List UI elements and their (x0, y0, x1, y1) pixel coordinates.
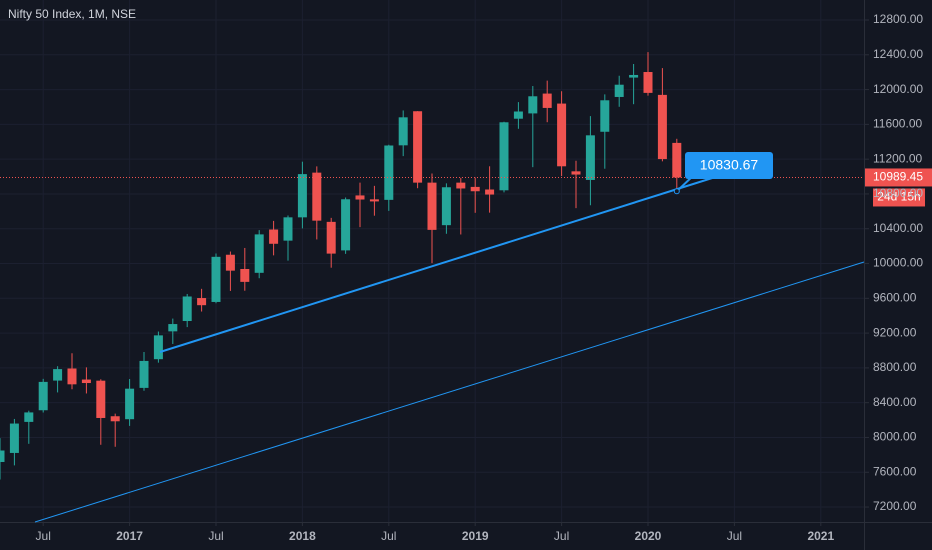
candle-body (139, 360, 149, 388)
candle-body (168, 324, 178, 332)
candles (0, 52, 682, 480)
candle-body (326, 221, 336, 254)
candle-body (355, 195, 365, 200)
candle-body (211, 256, 221, 302)
x-tick-label: Jul (381, 529, 396, 543)
annotation-point (673, 188, 680, 195)
candle-body (96, 380, 106, 418)
y-tick-label: 10000.00 (873, 256, 923, 270)
annotation-label: 10830.67 (700, 157, 759, 173)
y-tick-label: 9200.00 (873, 325, 917, 339)
candle-body (197, 298, 207, 306)
candle-body (413, 111, 423, 183)
candle-body (9, 423, 19, 453)
candle-body (672, 142, 682, 178)
y-tick-label: 10800.00 (873, 186, 923, 200)
x-tick-label: 2017 (116, 529, 143, 543)
candle-body (254, 234, 264, 273)
y-tick-label: 8800.00 (873, 360, 917, 374)
candle-body (485, 189, 495, 195)
trend-line[interactable] (159, 173, 726, 353)
candle-body (427, 182, 437, 230)
countdown-label: 24d 15h (877, 190, 920, 204)
candle-body (456, 182, 466, 189)
y-tick-label: 9600.00 (873, 290, 917, 304)
x-tick-label: 2019 (462, 529, 489, 543)
y-tick-label: 11200.00 (873, 151, 922, 165)
trend-line[interactable] (34, 261, 865, 523)
candle-body (614, 84, 624, 97)
y-tick-label: 8000.00 (873, 430, 917, 444)
y-tick-label: 10400.00 (873, 221, 923, 235)
candle-body (542, 93, 552, 108)
candle-body (600, 100, 610, 132)
candle-body (585, 135, 595, 180)
candle-body (643, 72, 653, 93)
x-tick-label: Jul (554, 529, 569, 543)
countdown-box (873, 188, 925, 207)
candle-body (470, 186, 480, 192)
x-tick-label: 2020 (635, 529, 662, 543)
candle-body (557, 103, 567, 167)
candle-body (312, 172, 322, 221)
candle-body (398, 117, 408, 146)
candle-body (182, 296, 192, 322)
candle-body (571, 171, 581, 175)
annotation-box (685, 152, 773, 179)
x-tick-label: Jul (208, 529, 223, 543)
x-tick-label: Jul (36, 529, 51, 543)
candle-body (24, 412, 34, 422)
candle-body (384, 145, 394, 200)
y-tick-label: 12000.00 (873, 82, 923, 96)
candle-body (341, 199, 351, 251)
x-tick-label: 2021 (807, 529, 834, 543)
candle-body (81, 379, 91, 384)
candle-body (657, 94, 667, 160)
candle-body (110, 416, 120, 422)
candle-body (629, 74, 639, 78)
candle-body (528, 96, 538, 114)
y-tick-label: 11600.00 (873, 117, 922, 131)
candle-body (269, 229, 279, 244)
candle-body (125, 388, 135, 420)
y-tick-label: 12800.00 (873, 12, 923, 26)
annotation-pointer (676, 177, 692, 193)
candle-body (225, 254, 235, 271)
overlay: 10989.45 24d 15h 10830.67 (0, 152, 932, 207)
candle-body (297, 174, 307, 218)
candle-body (240, 269, 250, 282)
candle-body (53, 369, 63, 381)
y-tick-label: 12400.00 (873, 47, 923, 61)
last-price-label: 10989.45 (873, 170, 923, 184)
x-tick-label: Jul (727, 529, 742, 543)
y-tick-label: 7200.00 (873, 499, 917, 513)
chart-title: Nifty 50 Index, 1M, NSE (8, 7, 136, 21)
x-tick-label: 2018 (289, 529, 316, 543)
candle-body (513, 111, 523, 119)
y-tick-label: 7600.00 (873, 464, 917, 478)
candle-body (0, 450, 5, 462)
candle-body (153, 335, 163, 360)
candle-body (369, 199, 379, 202)
candle-body (283, 217, 293, 241)
candle-body (441, 187, 451, 226)
candle-body (499, 122, 509, 191)
candle-body (38, 381, 48, 411)
candle-body (67, 368, 77, 385)
y-tick-label: 8400.00 (873, 395, 917, 409)
last-price-box (865, 168, 932, 187)
